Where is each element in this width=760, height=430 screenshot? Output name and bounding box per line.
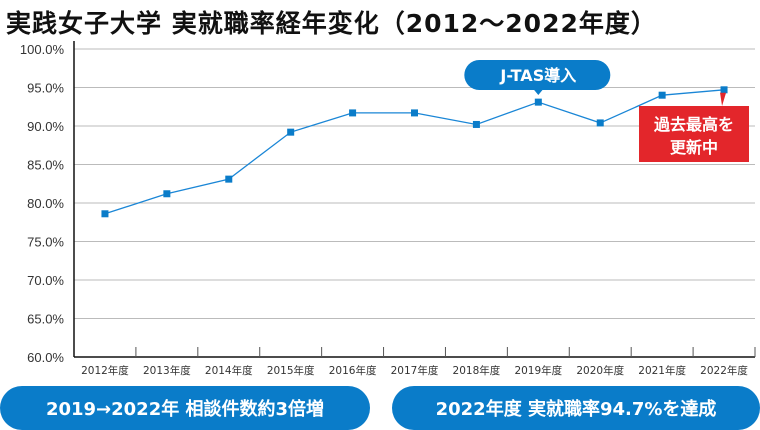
x-tick-label: 2014年度 bbox=[205, 364, 253, 377]
y-tick-label: 70.0% bbox=[27, 273, 64, 288]
x-tick-label: 2019年度 bbox=[514, 364, 562, 377]
record-callout bbox=[639, 106, 749, 162]
jtas-callout-pointer bbox=[533, 89, 544, 95]
x-tick-label: 2021年度 bbox=[638, 364, 686, 377]
y-tick-label: 65.0% bbox=[27, 312, 64, 327]
y-tick-label: 100.0% bbox=[20, 42, 65, 57]
x-tick-label: 2017年度 bbox=[391, 364, 439, 377]
x-tick-label: 2020年度 bbox=[576, 364, 624, 377]
chart-title: 実践女子大学 実就職率経年変化（2012〜2022年度） bbox=[6, 9, 657, 38]
data-point bbox=[472, 120, 480, 128]
y-tick-label: 75.0% bbox=[27, 235, 64, 250]
series-line bbox=[104, 89, 725, 215]
data-point bbox=[411, 109, 418, 117]
line-chart: 100.0% 95.0% 90.0% 85.0% 80.0% 75.0% 70.0% 65.0… bbox=[20, 41, 756, 377]
x-tick-label: 2016年度 bbox=[329, 364, 377, 377]
data-point bbox=[163, 190, 171, 198]
data-point bbox=[658, 91, 666, 99]
data-point bbox=[287, 128, 295, 136]
record-callout-text: 過去最高を bbox=[653, 115, 734, 134]
x-tick-label: 2015年度 bbox=[267, 364, 315, 377]
footer-highlight-employment-rate: 2022年度 実就職率94.7%を達成 bbox=[392, 386, 760, 430]
jtas-callout-text: J-TAS導入 bbox=[499, 66, 576, 85]
data-point bbox=[720, 86, 728, 94]
y-tick-label: 80.0% bbox=[27, 196, 64, 211]
y-tick-label: 85.0% bbox=[27, 158, 64, 173]
y-tick-label: 95.0% bbox=[27, 81, 64, 96]
x-tick-label: 2013年度 bbox=[143, 364, 191, 377]
jtas-callout bbox=[464, 60, 611, 90]
record-callout-pointer bbox=[720, 92, 727, 106]
data-point bbox=[349, 109, 357, 117]
data-point bbox=[534, 98, 542, 106]
x-tick-label: 2022年度 bbox=[700, 364, 748, 377]
y-tick-label: 90.0% bbox=[27, 119, 64, 134]
footer-highlight-consultations: 2019→2022年 相談件数約3倍増 bbox=[0, 386, 370, 430]
y-tick-label: 60.0% bbox=[27, 350, 64, 365]
data-point bbox=[225, 175, 233, 183]
record-callout-text: 更新中 bbox=[670, 138, 718, 157]
data-point bbox=[596, 119, 604, 127]
x-tick-label: 2012年度 bbox=[81, 364, 129, 377]
x-tick-label: 2018年度 bbox=[453, 364, 501, 377]
data-point bbox=[101, 210, 109, 218]
